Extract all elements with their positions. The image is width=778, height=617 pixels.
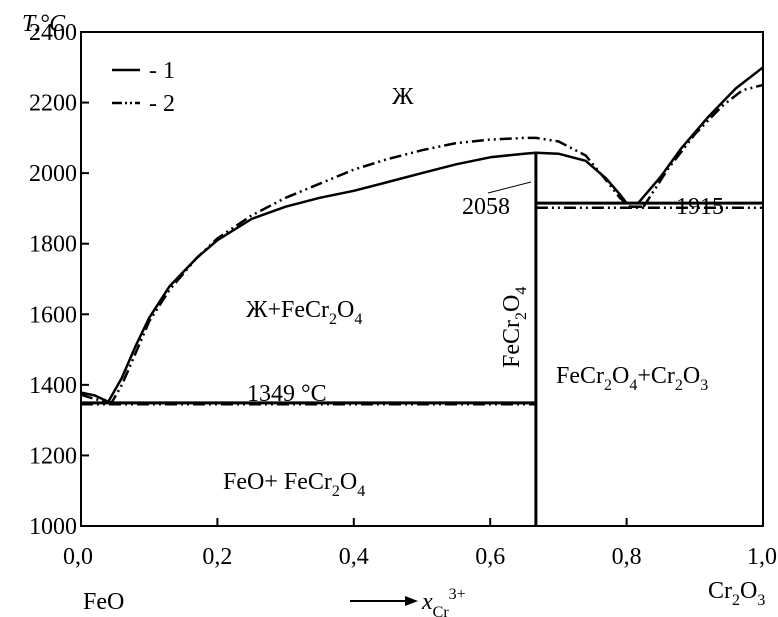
y-tick-label: 1200	[29, 443, 77, 469]
x-tick-label: 0,4	[339, 544, 369, 570]
legend-label-1: - 1	[149, 58, 175, 84]
y-tick-label: 2400	[29, 20, 77, 46]
x-axis-title: xCr3+	[350, 586, 466, 617]
y-axis-ticks: 1000 1200 1400 1600 1800 2000 2200 2400	[29, 20, 89, 540]
legend: - 1 - 2	[112, 58, 175, 117]
series-2-curve	[642, 83, 764, 208]
annotation-eutectic-high: 1915	[676, 194, 724, 220]
series-1-curve	[637, 66, 764, 204]
y-tick-label: 1600	[29, 302, 77, 328]
series-layer	[80, 66, 764, 404]
region-label-spinel-cr2o3: FeCr2O4+Cr2O3	[556, 363, 708, 394]
x-end-label-left: FeO	[83, 589, 124, 615]
region-label-liquid: Ж	[392, 84, 414, 110]
x-tick-label: 0,8	[612, 544, 642, 570]
x-tick-label: 0,6	[475, 544, 505, 570]
plot-frame	[80, 31, 764, 527]
x-tick-label: 1,0	[747, 544, 777, 570]
region-label-feo-spinel: FeO+ FeCr2O4	[223, 469, 365, 500]
y-tick-label: 2200	[29, 91, 77, 117]
y-axis-title: T,°C	[22, 11, 66, 37]
annotation-eutectic-low: 1349 °C	[247, 381, 327, 407]
svg-text:xCr3+: xCr3+	[421, 586, 466, 617]
x-end-label-right: Cr2O3	[708, 578, 765, 609]
y-tick-label: 1800	[29, 232, 77, 258]
x-axis-ticks: 0,0 0,2 0,4 0,6 0,8 1,0	[63, 518, 777, 570]
y-tick-label: 1400	[29, 373, 77, 399]
y-tick-label: 1000	[29, 514, 77, 540]
x-axis-arrowhead-icon	[405, 596, 418, 606]
y-tick-label: 2000	[29, 161, 77, 187]
x-tick-label: 0,2	[202, 544, 232, 570]
annotation-congruent-leader	[487, 181, 532, 194]
series-1-curve	[80, 151, 628, 404]
x-tick-label: 0,0	[63, 544, 93, 570]
region-label-spinel-vertical: FeCr2O4	[499, 287, 530, 368]
region-label-liquid-spinel: Ж+FeCr2O4	[246, 297, 362, 328]
annotation-congruent-max: 2058	[462, 194, 510, 220]
legend-label-2: - 2	[149, 91, 175, 117]
series-2-curve	[80, 136, 631, 404]
invariant-lines	[81, 152, 763, 526]
